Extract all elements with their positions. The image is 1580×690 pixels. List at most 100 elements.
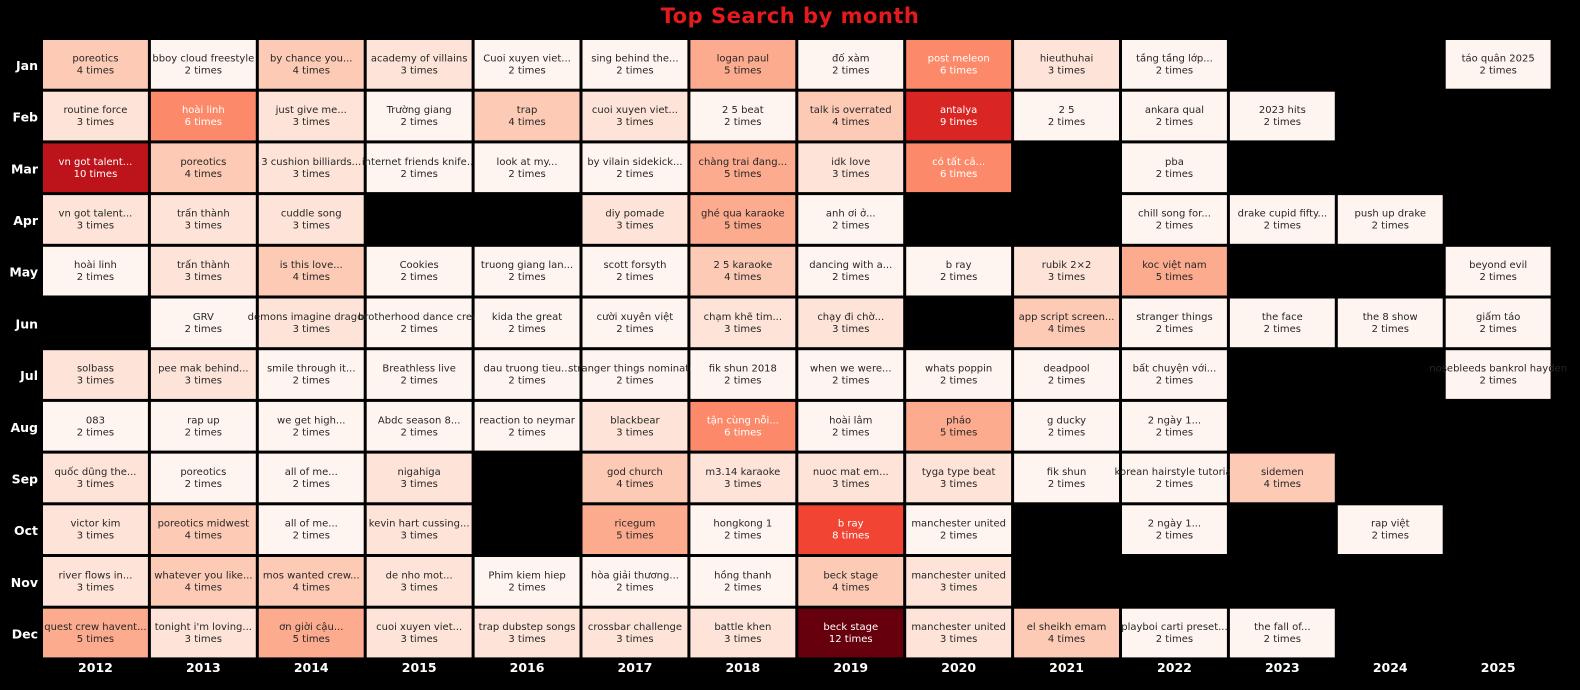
- heatmap-cell-rect: [906, 143, 1012, 193]
- heatmap-cell-count: 2 times: [400, 427, 437, 438]
- heatmap-cell-rect: [258, 298, 364, 348]
- heatmap-cell-count: 3 times: [940, 479, 977, 490]
- heatmap-cell-count: 2 times: [293, 427, 330, 438]
- heatmap-cell-rect: [43, 246, 148, 296]
- heatmap-cell-label: by chance you...: [270, 53, 353, 64]
- heatmap-cell: dancing with a...2 times: [798, 246, 904, 296]
- heatmap-cell-rect: [474, 91, 580, 141]
- heatmap-cell-label: victor kim: [71, 519, 121, 530]
- heatmap-cell-count: 2 times: [1156, 117, 1193, 128]
- heatmap-cell-rect: [258, 453, 364, 503]
- heatmap-cell-rect: [690, 298, 796, 348]
- heatmap-cell: 3 cushion billiards...3 times: [258, 143, 364, 193]
- heatmap-cell-rect: [798, 557, 904, 606]
- heatmap-cell-label: tầng tầng lớp...: [1136, 52, 1213, 64]
- heatmap-cell-rect: [1229, 298, 1335, 348]
- heatmap-cell-label: 2 5: [1059, 105, 1075, 116]
- heatmap-cell-rect: [1229, 608, 1335, 658]
- heatmap-cell-label: 3 cushion billiards...: [261, 157, 361, 168]
- heatmap-cell-rect: [1122, 143, 1227, 193]
- heatmap-cell-count: 2 times: [185, 427, 222, 438]
- heatmap-cell-count: 3 times: [940, 582, 977, 593]
- heatmap-cell-label: quốc dũng the...: [54, 466, 136, 478]
- heatmap-cell-count: 2 times: [1264, 324, 1301, 335]
- heatmap-cell-rect: [366, 350, 472, 399]
- heatmap-cell-label: đố xàm: [832, 52, 869, 64]
- heatmap-cell: quest crew havent...5 times: [43, 608, 148, 658]
- heatmap-cell-rect: [1445, 40, 1551, 89]
- heatmap-cell-label: tyga type beat: [922, 467, 996, 478]
- heatmap-cell: internet friends knife...2 times: [362, 143, 476, 193]
- heatmap-cell-label: anh ơi ở...: [826, 207, 876, 219]
- heatmap-cell-label: by vilain sidekick...: [587, 157, 682, 168]
- heatmap-cell-count: 2 times: [1156, 220, 1193, 231]
- heatmap-cell-count: 2 times: [185, 479, 222, 490]
- heatmap-cell: cuoi xuyen viet...3 times: [582, 91, 688, 141]
- heatmap-cell: vn got talent...3 times: [43, 195, 148, 244]
- heatmap-cell: 2 52 times: [1014, 91, 1119, 141]
- heatmap-cell-label: 2 ngày 1...: [1148, 518, 1201, 530]
- heatmap-cell-rect: [366, 608, 472, 658]
- heatmap-cell-rect: [366, 557, 472, 606]
- heatmap-cell-rect: [43, 505, 148, 554]
- heatmap-cell-rect: [906, 246, 1012, 296]
- heatmap-cell-label: all of me...: [285, 519, 338, 530]
- heatmap-cell: tonight i'm loving...3 times: [150, 608, 256, 658]
- heatmap-cell-label: kevin hart cussing...: [369, 519, 470, 530]
- heatmap-cell-rect: [906, 91, 1012, 141]
- heatmap-cell-rect: [1014, 350, 1119, 399]
- heatmap-cell-count: 5 times: [1156, 272, 1193, 283]
- heatmap-cell: cuoi xuyen viet...3 times: [366, 608, 472, 658]
- heatmap-cell-rect: [474, 246, 580, 296]
- heatmap-cell-label: the face: [1262, 312, 1303, 323]
- heatmap-cell-count: 3 times: [508, 634, 545, 645]
- heatmap-cell-rect: [798, 246, 904, 296]
- heatmap-cell-label: truong giang lan...: [481, 260, 573, 271]
- heatmap-cell-count: 2 times: [293, 376, 330, 387]
- heatmap-cell-label: rubik 2×2: [1042, 260, 1092, 271]
- heatmap-cell-label: beck stage: [823, 622, 878, 633]
- heatmap-cell: all of me...2 times: [258, 505, 364, 554]
- heatmap-cell-label: giấm táo: [1476, 311, 1520, 323]
- x-tick-label: 2016: [510, 660, 545, 675]
- heatmap-cell: mos wanted crew...4 times: [258, 557, 364, 606]
- heatmap-cell: just give me...3 times: [258, 91, 364, 141]
- heatmap-cell-count: 2 times: [508, 427, 545, 438]
- heatmap-cell-rect: [798, 505, 904, 554]
- heatmap-cell-rect: [1122, 298, 1227, 348]
- heatmap-cell-count: 2 times: [1264, 220, 1301, 231]
- heatmap-cell-count: 5 times: [293, 634, 330, 645]
- heatmap-cell-label: trấn thành: [177, 259, 230, 271]
- heatmap-cell-label: chàng trai đang...: [699, 156, 788, 168]
- heatmap-cell-label: poreotics: [72, 53, 118, 64]
- heatmap-cell-label: bất chuyện với...: [1133, 363, 1217, 375]
- heatmap-cell-rect: [582, 350, 688, 399]
- heatmap-cell-count: 3 times: [832, 169, 869, 180]
- heatmap-cell-count: 4 times: [185, 169, 222, 180]
- heatmap-cell-rect: [150, 40, 256, 89]
- heatmap-cell-label: pba: [1165, 157, 1184, 168]
- x-tick-label: 2012: [78, 660, 113, 675]
- heatmap-cell-label: just give me...: [275, 105, 347, 116]
